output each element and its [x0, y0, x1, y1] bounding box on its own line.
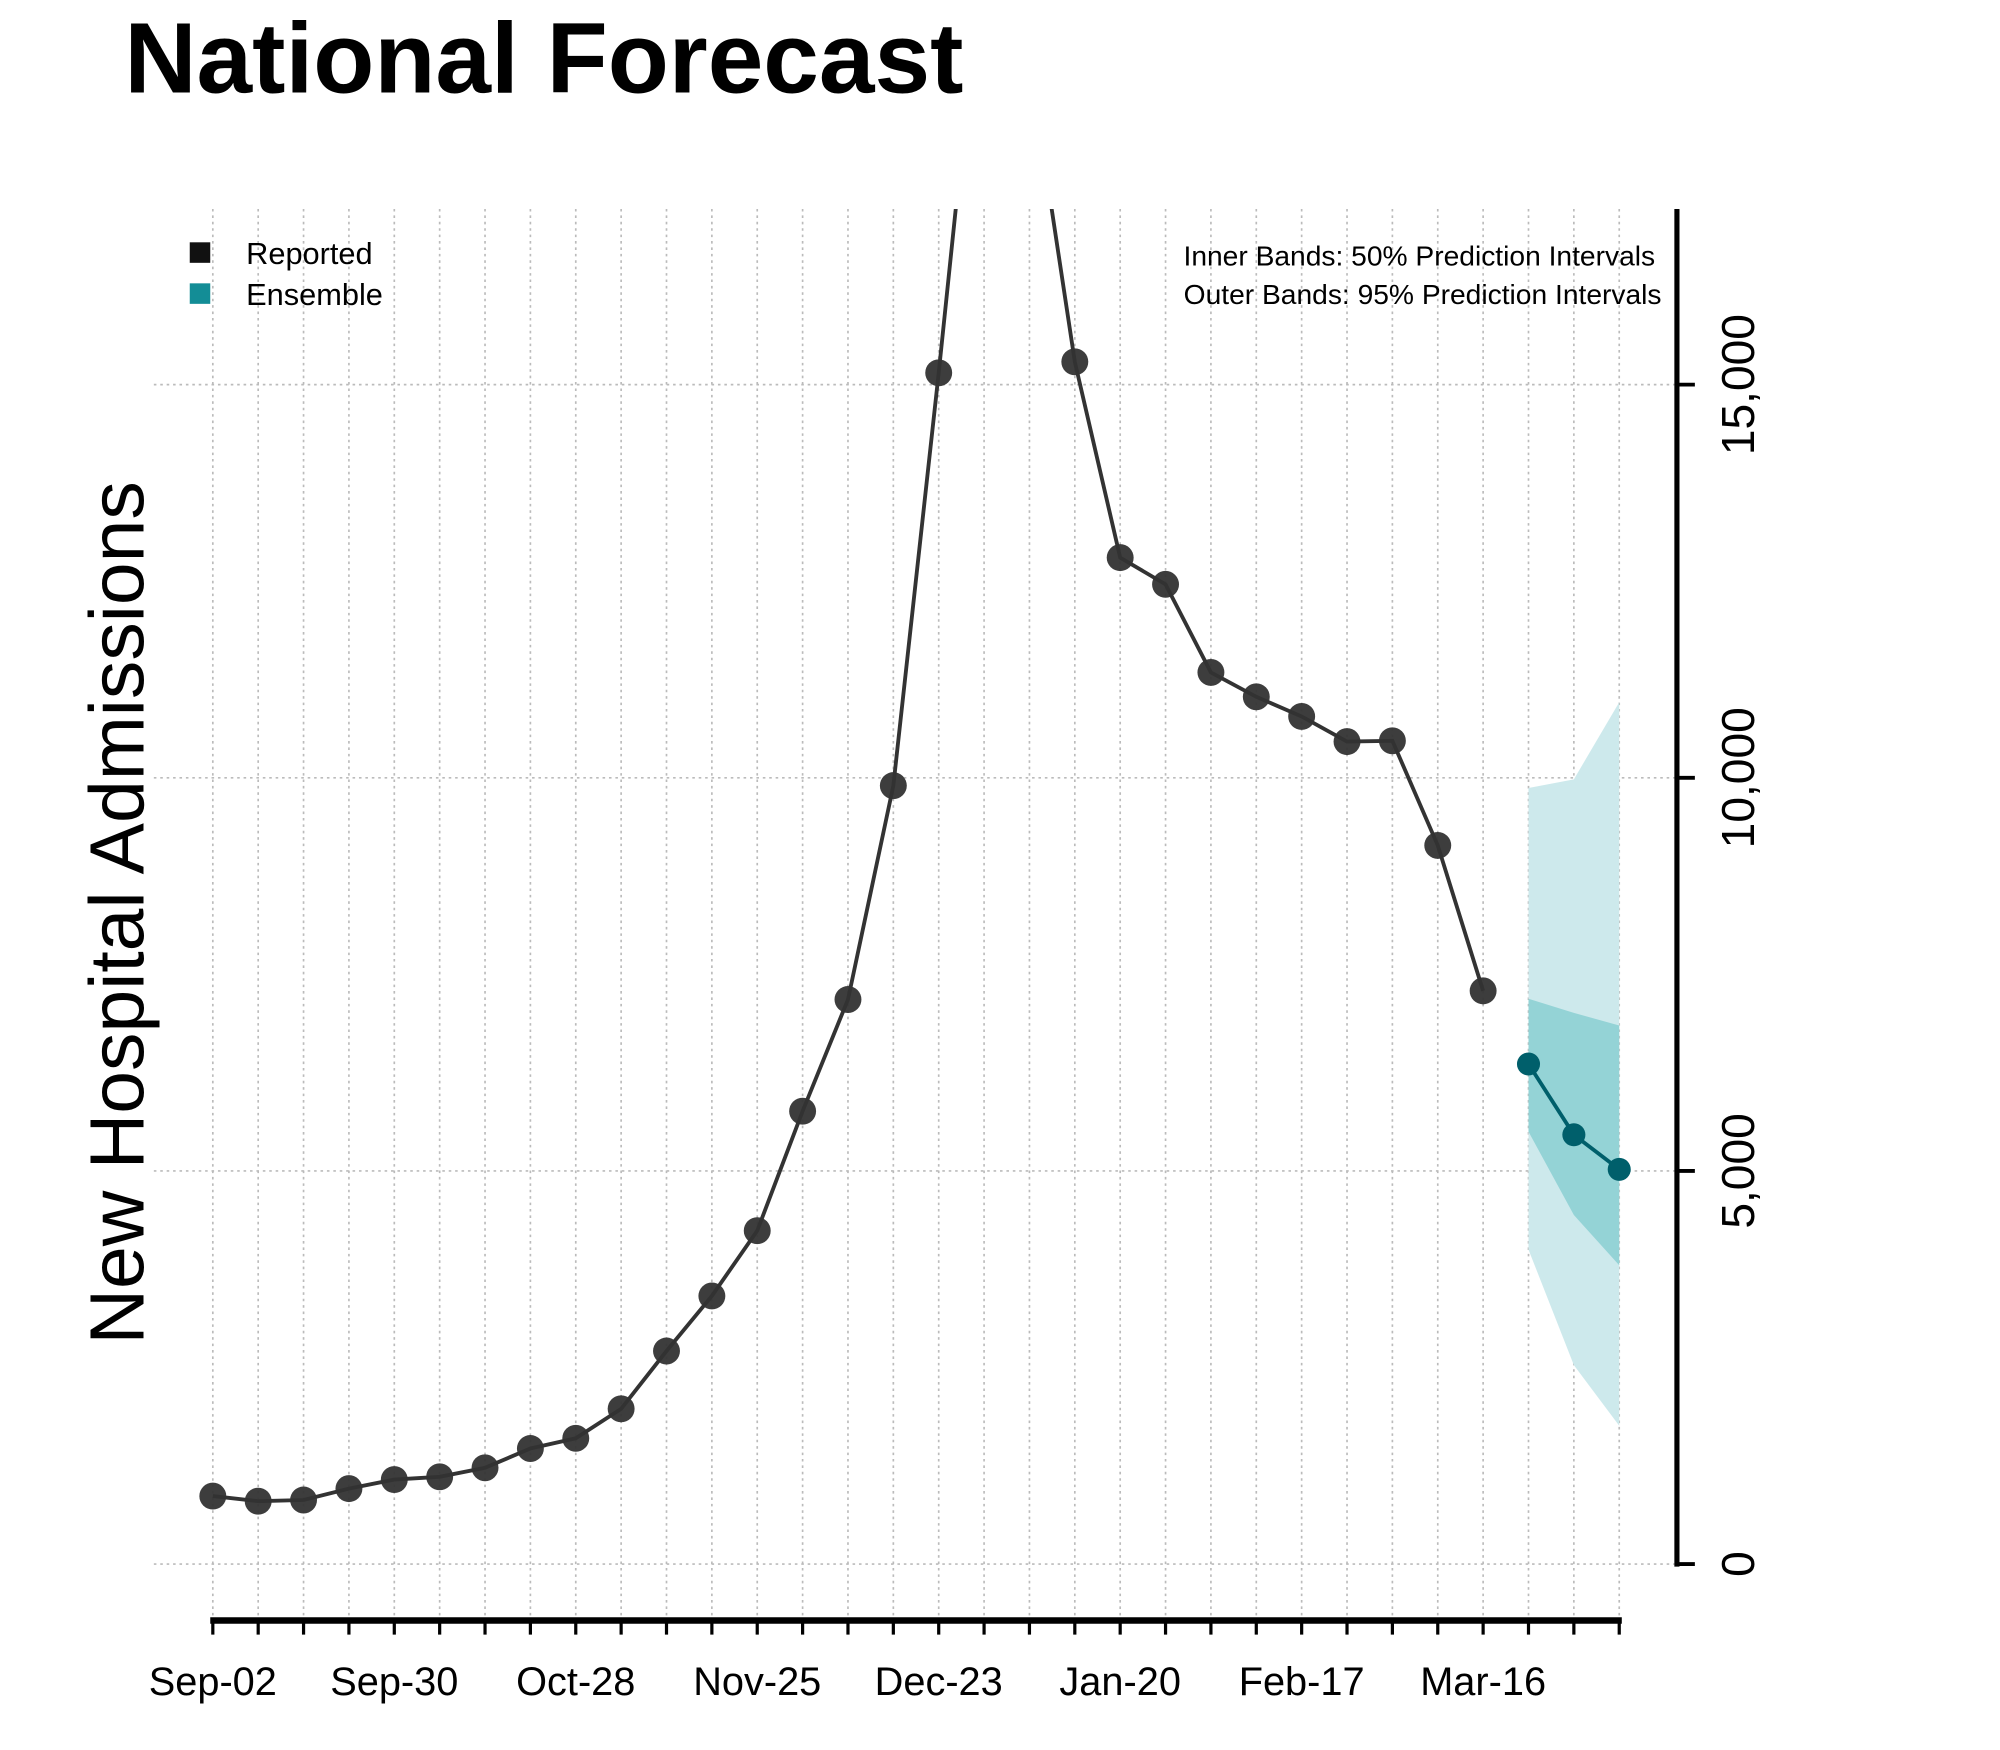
data-point-reported	[1106, 544, 1134, 572]
data-point-reported	[834, 986, 862, 1013]
data-point-reported	[789, 1097, 817, 1125]
legend-swatch-reported	[189, 242, 211, 263]
legend: Reported Ensemble	[189, 236, 383, 312]
x-tick-label: Sep-30	[330, 1660, 458, 1704]
data-point-reported	[1378, 727, 1406, 755]
x-tick-label: Sep-02	[149, 1660, 277, 1704]
y-tick-label: 15,000	[1712, 314, 1764, 455]
legend-label-ensemble: Ensemble	[246, 277, 383, 312]
data-point-reported	[516, 1435, 544, 1462]
x-tick-label: Feb-17	[1239, 1660, 1365, 1704]
data-point-reported	[1469, 977, 1497, 1005]
data-point-reported	[653, 1337, 680, 1365]
grid	[153, 208, 1677, 1618]
data-point-reported	[1424, 831, 1452, 859]
y-tick-label: 10,000	[1712, 707, 1764, 848]
axes: 0 5,000 10,000 15,000 Sep-02 Sep-30 Oct-28 Nov-…	[149, 208, 1764, 1704]
x-tick-label: Jan-20	[1059, 1660, 1181, 1704]
annotation-inner-bands: Inner Bands: 50% Prediction Intervals	[1184, 239, 1656, 271]
data-point-reported	[743, 1217, 771, 1245]
data-point-reported	[1288, 702, 1316, 730]
x-tick-label: Dec-23	[875, 1660, 1003, 1704]
x-tick-label: Mar-16	[1420, 1660, 1546, 1704]
data-point-reported	[426, 1463, 454, 1491]
data-point-reported	[562, 1424, 590, 1452]
data-point-reported	[925, 359, 953, 387]
data-point-reported	[380, 1466, 408, 1494]
data-point-reported	[1197, 658, 1225, 686]
data-point-reported	[879, 772, 907, 800]
data-point-ensemble	[1562, 1123, 1586, 1147]
x-tick-label: Oct-28	[516, 1660, 635, 1704]
annotation-outer-bands: Outer Bands: 95% Prediction Intervals	[1184, 278, 1662, 310]
data-point-reported	[1016, 49, 1043, 76]
data-point-reported	[1242, 683, 1270, 711]
data-point-reported	[290, 1486, 318, 1514]
data-point-ensemble	[1607, 1157, 1631, 1181]
y-tick-label: 0	[1712, 1551, 1764, 1577]
data-point-reported	[1061, 348, 1089, 376]
data-point-reported	[1333, 728, 1361, 756]
data-point-ensemble	[1516, 1052, 1541, 1076]
x-tick-label: Nov-25	[693, 1660, 821, 1704]
series-lines	[212, 208, 1621, 1504]
data-points	[199, 49, 1631, 1515]
y-tick-label: 5,000	[1712, 1113, 1764, 1228]
chart-title: National Forecast	[124, 2, 963, 114]
data-point-reported	[244, 1487, 272, 1515]
series-line-reported	[212, 208, 1485, 1504]
prediction-bands	[1528, 702, 1620, 1426]
data-point-reported	[698, 1282, 726, 1310]
y-axis-label: New Hospital Admissions	[75, 481, 161, 1344]
legend-label-reported: Reported	[246, 236, 373, 271]
data-point-reported	[199, 1482, 227, 1510]
legend-swatch-ensemble	[189, 283, 211, 304]
data-point-reported	[471, 1454, 499, 1482]
data-point-reported	[607, 1395, 635, 1423]
data-point-reported	[335, 1475, 363, 1503]
data-point-reported	[1152, 570, 1180, 598]
